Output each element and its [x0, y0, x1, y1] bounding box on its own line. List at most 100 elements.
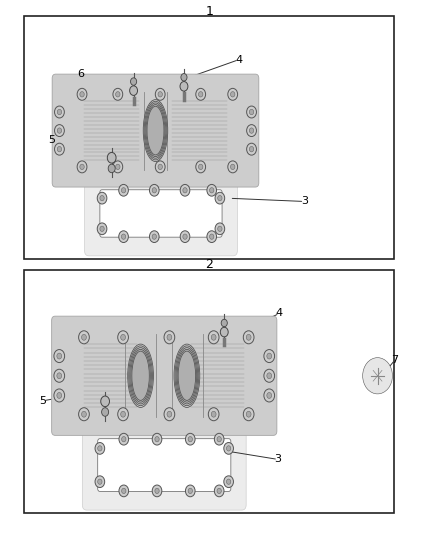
Circle shape — [181, 74, 187, 81]
Circle shape — [230, 92, 235, 97]
Circle shape — [57, 353, 62, 359]
Ellipse shape — [145, 103, 166, 158]
Circle shape — [95, 476, 105, 488]
Circle shape — [180, 184, 190, 196]
Circle shape — [78, 408, 89, 421]
Text: 5: 5 — [39, 396, 46, 406]
Circle shape — [188, 437, 192, 442]
Ellipse shape — [143, 100, 168, 161]
Circle shape — [121, 188, 126, 193]
Circle shape — [121, 234, 126, 239]
Circle shape — [264, 350, 275, 362]
Text: 5: 5 — [48, 135, 55, 144]
Circle shape — [149, 231, 159, 243]
Circle shape — [185, 485, 195, 497]
FancyBboxPatch shape — [88, 426, 241, 504]
Text: 7: 7 — [392, 355, 399, 365]
Circle shape — [267, 392, 272, 398]
Ellipse shape — [177, 350, 197, 402]
Circle shape — [217, 437, 221, 442]
Circle shape — [196, 88, 205, 100]
Circle shape — [57, 373, 62, 378]
Ellipse shape — [129, 346, 152, 406]
Circle shape — [217, 488, 221, 494]
Circle shape — [77, 88, 87, 100]
Ellipse shape — [132, 351, 149, 400]
Circle shape — [116, 164, 120, 169]
Circle shape — [80, 92, 84, 97]
Bar — [24, 270, 394, 513]
Circle shape — [198, 92, 203, 97]
Circle shape — [152, 234, 156, 239]
Text: 3: 3 — [275, 455, 282, 464]
Circle shape — [149, 184, 159, 196]
Circle shape — [119, 433, 129, 445]
FancyBboxPatch shape — [54, 319, 275, 433]
Circle shape — [155, 161, 165, 173]
Circle shape — [57, 128, 62, 133]
Circle shape — [119, 184, 128, 196]
Text: 2: 2 — [205, 258, 213, 271]
Circle shape — [107, 152, 116, 163]
Circle shape — [81, 411, 86, 417]
Circle shape — [226, 446, 231, 451]
Ellipse shape — [131, 350, 150, 402]
Circle shape — [267, 353, 272, 359]
Circle shape — [118, 331, 128, 344]
Circle shape — [98, 446, 102, 451]
Circle shape — [57, 392, 62, 398]
Circle shape — [118, 408, 128, 421]
FancyBboxPatch shape — [90, 177, 232, 249]
Circle shape — [249, 128, 254, 133]
Circle shape — [209, 188, 214, 193]
Circle shape — [214, 485, 224, 497]
Circle shape — [228, 88, 237, 100]
Circle shape — [119, 231, 128, 243]
Circle shape — [183, 188, 187, 193]
Circle shape — [100, 226, 104, 231]
FancyBboxPatch shape — [98, 439, 231, 491]
Circle shape — [116, 92, 120, 97]
Circle shape — [155, 88, 165, 100]
FancyBboxPatch shape — [52, 74, 259, 187]
Circle shape — [243, 408, 254, 421]
Circle shape — [55, 125, 64, 136]
Circle shape — [164, 331, 175, 344]
FancyBboxPatch shape — [82, 420, 246, 510]
FancyBboxPatch shape — [85, 171, 237, 256]
Circle shape — [98, 479, 102, 484]
Circle shape — [208, 331, 219, 344]
Circle shape — [152, 433, 162, 445]
Circle shape — [164, 408, 175, 421]
Circle shape — [198, 164, 203, 169]
Circle shape — [364, 359, 391, 392]
Text: 4: 4 — [235, 55, 242, 64]
Circle shape — [158, 92, 162, 97]
Circle shape — [55, 106, 64, 118]
Circle shape — [211, 411, 216, 417]
FancyBboxPatch shape — [55, 320, 274, 431]
Bar — [24, 16, 394, 259]
Circle shape — [122, 488, 126, 494]
Circle shape — [95, 442, 105, 454]
Circle shape — [211, 334, 216, 340]
Circle shape — [249, 109, 254, 115]
Circle shape — [80, 164, 84, 169]
FancyBboxPatch shape — [58, 325, 271, 427]
Circle shape — [167, 411, 172, 417]
Circle shape — [247, 125, 256, 136]
Circle shape — [243, 331, 254, 344]
FancyBboxPatch shape — [53, 318, 276, 434]
FancyBboxPatch shape — [57, 81, 254, 180]
FancyBboxPatch shape — [84, 422, 244, 508]
Circle shape — [208, 408, 219, 421]
Circle shape — [119, 485, 129, 497]
Circle shape — [264, 389, 275, 402]
FancyBboxPatch shape — [57, 323, 272, 429]
Circle shape — [57, 109, 62, 115]
Circle shape — [264, 369, 275, 382]
Circle shape — [207, 184, 216, 196]
Circle shape — [220, 327, 228, 337]
Circle shape — [224, 442, 233, 454]
FancyBboxPatch shape — [54, 77, 257, 184]
